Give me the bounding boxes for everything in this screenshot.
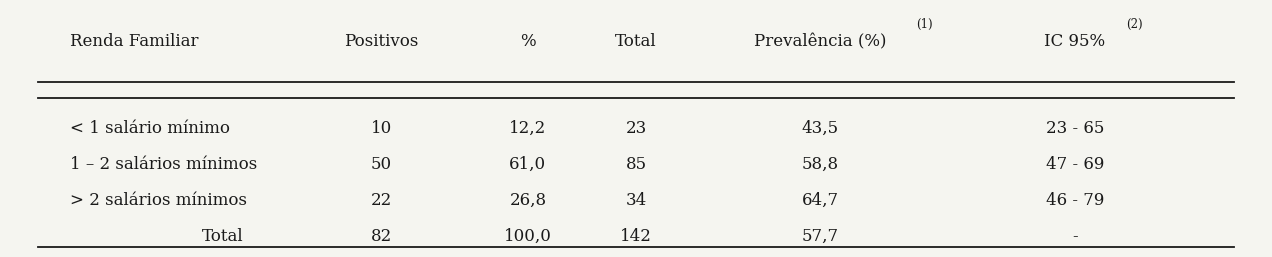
Text: 43,5: 43,5 [801,120,840,137]
Text: Total: Total [616,33,656,50]
Text: (1): (1) [916,18,932,31]
Text: Total: Total [202,228,243,245]
Text: IC 95%: IC 95% [1044,33,1105,50]
Text: -: - [1072,228,1077,245]
Text: 85: 85 [626,156,646,173]
Text: 23 - 65: 23 - 65 [1046,120,1104,137]
Text: 64,7: 64,7 [801,192,840,209]
Text: 58,8: 58,8 [801,156,840,173]
Text: 47 - 69: 47 - 69 [1046,156,1104,173]
Text: 57,7: 57,7 [801,228,840,245]
Text: Positivos: Positivos [345,33,418,50]
Text: 34: 34 [626,192,646,209]
Text: 1 – 2 salários mínimos: 1 – 2 salários mínimos [70,156,257,173]
Text: 82: 82 [371,228,392,245]
Text: 142: 142 [619,228,653,245]
Text: Prevalência (%): Prevalência (%) [754,33,887,50]
Text: Renda Familiar: Renda Familiar [70,33,198,50]
Text: 12,2: 12,2 [509,120,547,137]
Text: 61,0: 61,0 [509,156,547,173]
Text: 10: 10 [371,120,392,137]
Text: 50: 50 [371,156,392,173]
Text: 23: 23 [626,120,646,137]
Text: 100,0: 100,0 [504,228,552,245]
Text: 26,8: 26,8 [509,192,547,209]
Text: < 1 salário mínimo: < 1 salário mínimo [70,120,230,137]
Text: (2): (2) [1126,18,1142,31]
Text: 46 - 79: 46 - 79 [1046,192,1104,209]
Text: 22: 22 [371,192,392,209]
Text: > 2 salários mínimos: > 2 salários mínimos [70,192,247,209]
Text: %: % [520,33,536,50]
